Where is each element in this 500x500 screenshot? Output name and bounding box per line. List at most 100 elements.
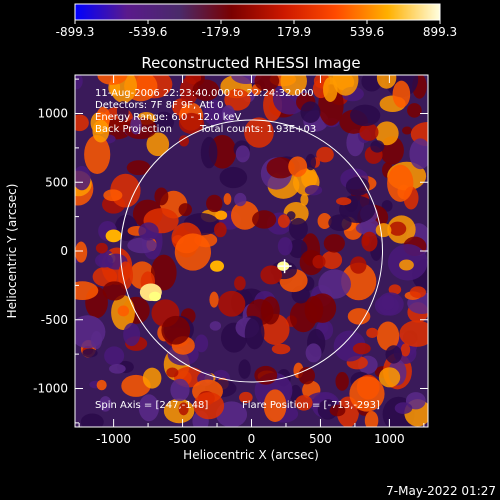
colorbar-tick-label: -899.3 bbox=[56, 25, 95, 39]
emission-blob bbox=[223, 193, 232, 205]
emission-blob bbox=[170, 378, 190, 402]
emission-blob bbox=[95, 242, 108, 254]
emission-hotspot bbox=[105, 229, 122, 243]
emission-blob bbox=[97, 75, 128, 85]
emission-blob bbox=[321, 250, 343, 270]
emission-blob bbox=[161, 315, 191, 345]
emission-hotspot bbox=[148, 291, 161, 302]
emission-blob bbox=[381, 294, 395, 311]
colorbar-tick-label: -539.6 bbox=[129, 25, 168, 39]
emission-blob bbox=[304, 296, 324, 324]
colorbar-ticks: -899.3 -539.6 -179.9 179.9 539.6 899.3 bbox=[56, 20, 457, 39]
emission-blob bbox=[305, 343, 322, 363]
emission-blob bbox=[235, 145, 250, 163]
emission-blob bbox=[409, 138, 428, 170]
heatmap-image bbox=[75, 75, 428, 427]
emission-blob bbox=[387, 164, 414, 202]
annotation-method: Back Projection bbox=[95, 124, 172, 135]
emission-blobs bbox=[75, 75, 428, 427]
emission-blob bbox=[350, 104, 381, 127]
emission-blob bbox=[219, 166, 248, 189]
emission-blob bbox=[361, 75, 382, 92]
emission-blob bbox=[127, 237, 157, 254]
emission-blob bbox=[150, 254, 177, 291]
emission-blob bbox=[109, 363, 126, 374]
emission-blob bbox=[385, 345, 402, 364]
y-tick-label: -1000 bbox=[33, 382, 68, 396]
emission-blob bbox=[75, 114, 89, 132]
emission-blob bbox=[347, 308, 371, 325]
emission-blob bbox=[277, 214, 290, 228]
emission-blob bbox=[102, 281, 127, 301]
emission-blob bbox=[224, 88, 251, 111]
emission-blob bbox=[401, 126, 413, 135]
emission-blob bbox=[230, 201, 259, 230]
x-tick-label: -500 bbox=[169, 432, 196, 446]
emission-blob bbox=[349, 376, 385, 412]
emission-blob bbox=[328, 214, 352, 232]
emission-blob bbox=[92, 119, 110, 143]
emission-blob bbox=[323, 76, 338, 102]
emission-blob bbox=[146, 132, 170, 157]
emission-blob bbox=[305, 153, 317, 171]
emission-blob bbox=[375, 121, 399, 146]
emission-blob bbox=[399, 259, 414, 271]
emission-hotspot bbox=[215, 210, 228, 221]
emission-blob bbox=[103, 189, 123, 202]
emission-blob bbox=[239, 391, 253, 404]
emission-blob bbox=[378, 367, 401, 388]
emission-blob bbox=[352, 342, 371, 355]
emission-blob bbox=[266, 157, 295, 179]
emission-blob bbox=[400, 343, 411, 357]
emission-blob bbox=[263, 389, 287, 423]
colorbar-tick-label: 899.3 bbox=[423, 25, 457, 39]
emission-blob bbox=[193, 392, 225, 420]
emission-blob bbox=[90, 331, 103, 350]
emission-blob bbox=[318, 269, 351, 299]
emission-blob bbox=[194, 334, 209, 353]
emission-blob bbox=[166, 367, 179, 378]
footer-timestamp: 7-May-2022 01:27 bbox=[386, 484, 496, 498]
emission-blob bbox=[409, 286, 426, 299]
colorbar bbox=[74, 3, 441, 21]
emission-blob bbox=[394, 402, 413, 414]
emission-blob bbox=[154, 187, 169, 206]
emission-blob bbox=[203, 99, 225, 126]
emission-blob bbox=[200, 136, 218, 169]
y-axis-title: Heliocentric Y (arcsec) bbox=[5, 184, 19, 319]
x-tick-label: -1000 bbox=[96, 432, 131, 446]
emission-blob bbox=[350, 256, 367, 274]
emission-blob bbox=[329, 404, 346, 417]
colorbar-tick-label: 539.6 bbox=[350, 25, 384, 39]
x-tick-label: 1000 bbox=[374, 432, 405, 446]
emission-blob bbox=[214, 222, 227, 238]
annotation-detectors: Detectors: 7F 8F 9F, Att 0 bbox=[95, 100, 223, 111]
emission-blob bbox=[221, 105, 235, 124]
emission-blob bbox=[96, 379, 107, 391]
y-tick-label: 500 bbox=[45, 175, 68, 189]
emission-blob bbox=[254, 75, 280, 92]
emission-blob bbox=[138, 222, 159, 241]
emission-blob bbox=[178, 135, 190, 147]
emission-blob bbox=[332, 75, 359, 96]
x-tick-label: 0 bbox=[248, 432, 256, 446]
emission-blob bbox=[304, 185, 323, 196]
emission-blob bbox=[123, 322, 141, 347]
emission-blob bbox=[392, 80, 411, 108]
emission-blob bbox=[381, 200, 393, 212]
emission-blob bbox=[82, 348, 98, 358]
emission-blob bbox=[244, 117, 274, 148]
emission-blob bbox=[288, 217, 308, 240]
emission-blob bbox=[376, 321, 400, 351]
colorbar-tick-label: -179.9 bbox=[202, 25, 241, 39]
emission-blob bbox=[252, 210, 277, 229]
axis-tick-labels: -1000 -500 0 500 1000 -1000 -500 0 500 1000 bbox=[33, 107, 405, 447]
flare-crosshair bbox=[277, 259, 292, 274]
emission-blob bbox=[399, 320, 428, 347]
x-tick-label: 500 bbox=[309, 432, 332, 446]
y-tick-label: 1000 bbox=[37, 107, 68, 121]
solar-limb-circle bbox=[120, 119, 383, 383]
emission-blob bbox=[209, 291, 219, 308]
emission-blob bbox=[99, 396, 112, 412]
